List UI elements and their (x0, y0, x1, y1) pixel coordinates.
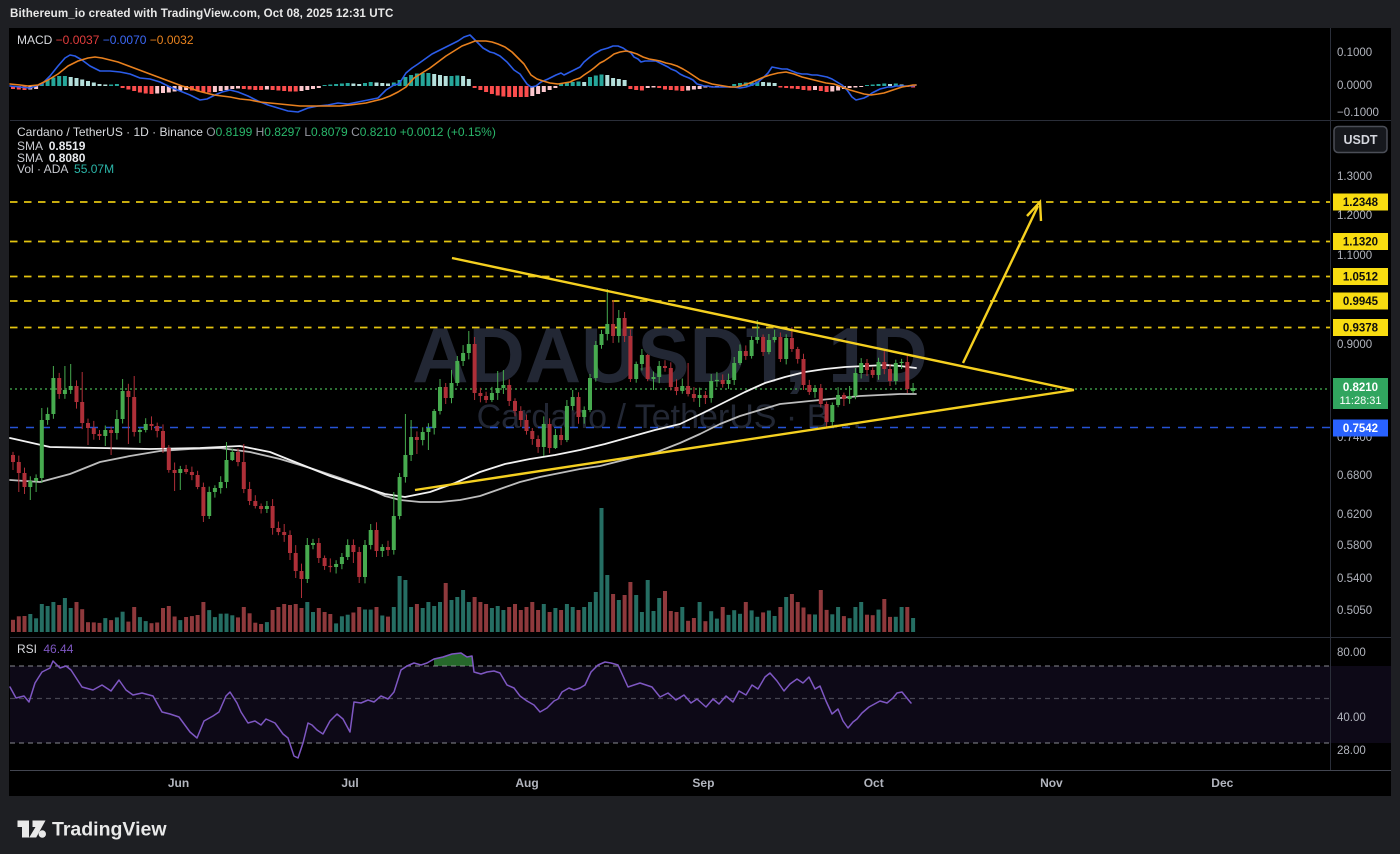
svg-text:11:28:31: 11:28:31 (1339, 395, 1381, 407)
svg-text:Nov: Nov (1040, 776, 1063, 790)
svg-text:1.0512: 1.0512 (1343, 272, 1378, 284)
svg-text:SMA 0.8080: SMA 0.8080 (17, 151, 86, 165)
svg-text:SMA 0.8519: SMA 0.8519 (17, 139, 86, 153)
svg-text:1.1320: 1.1320 (1343, 237, 1378, 249)
svg-text:−0.1000: −0.1000 (1337, 107, 1379, 119)
svg-text:0.9945: 0.9945 (1343, 296, 1379, 308)
svg-text:0.5050: 0.5050 (1337, 605, 1372, 617)
svg-text:0.6200: 0.6200 (1337, 509, 1372, 521)
svg-text:MACD −0.0037 −0.0070 −0.0032: MACD −0.0037 −0.0070 −0.0032 (17, 33, 194, 47)
svg-text:Cardano / TetherUS · B…: Cardano / TetherUS · B… (477, 398, 864, 436)
svg-text:0.1000: 0.1000 (1337, 47, 1372, 59)
svg-text:80.00: 80.00 (1337, 647, 1366, 659)
svg-text:0.6800: 0.6800 (1337, 470, 1372, 482)
svg-text:Vol · ADA 55.07M: Vol · ADA 55.07M (17, 162, 114, 176)
svg-text:0.9378: 0.9378 (1343, 323, 1379, 335)
svg-text:0.0000: 0.0000 (1337, 80, 1372, 92)
svg-text:0.5800: 0.5800 (1337, 540, 1372, 552)
svg-text:1.3000: 1.3000 (1337, 171, 1372, 183)
svg-text:RSI 46.44: RSI 46.44 (17, 642, 74, 656)
svg-text:USDT: USDT (1343, 133, 1377, 147)
svg-text:1.2348: 1.2348 (1343, 197, 1379, 209)
svg-text:Oct: Oct (864, 776, 884, 790)
svg-text:Jul: Jul (341, 776, 358, 790)
svg-text:Sep: Sep (692, 776, 714, 790)
svg-text:Dec: Dec (1211, 776, 1233, 790)
svg-text:Jun: Jun (168, 776, 189, 790)
svg-text:0.5400: 0.5400 (1337, 573, 1372, 585)
svg-text:1.2000: 1.2000 (1337, 210, 1372, 222)
svg-text:28.00: 28.00 (1337, 745, 1366, 757)
svg-text:0.8210: 0.8210 (1343, 382, 1378, 394)
svg-text:Cardano / TetherUS · 1D · Bina: Cardano / TetherUS · 1D · Binance O0.819… (17, 125, 496, 139)
svg-text:1.1000: 1.1000 (1337, 250, 1372, 262)
svg-text:Aug: Aug (515, 776, 538, 790)
svg-text:40.00: 40.00 (1337, 712, 1366, 724)
svg-text:0.7542: 0.7542 (1343, 423, 1378, 435)
svg-text:0.9000: 0.9000 (1337, 339, 1372, 351)
